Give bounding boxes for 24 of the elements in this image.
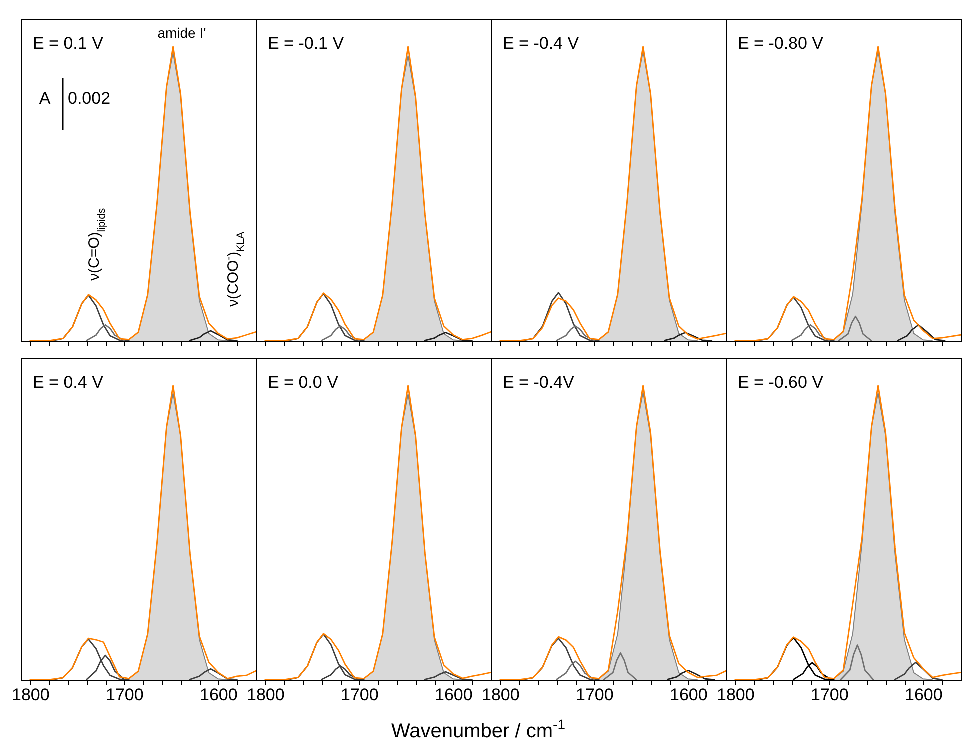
x-tick-label: 1600 [670, 686, 708, 704]
chart-title: E = 0.4 V [33, 373, 104, 392]
x-axis-title: Wavenumber / cm$^{-1}$ [392, 716, 566, 742]
x-tick-label: 1800 [246, 686, 285, 704]
x-tick-label: 1700 [106, 686, 144, 704]
text: amide I' [158, 25, 206, 41]
x-tick-label: 1700 [810, 686, 849, 704]
x-tick-label: 1700 [576, 686, 614, 704]
x-tick-label: 1800 [482, 686, 520, 704]
chart-title: E = -0.80 V [738, 34, 824, 53]
x-tick-label: 1600 [200, 686, 238, 704]
chart-title: E = -0.4V [503, 373, 576, 392]
x-tick-label: 1700 [340, 686, 379, 704]
annotation: 0.002 [68, 89, 111, 108]
x-tick-label: 1800 [12, 686, 50, 704]
chart-title: E = 0.0 V [268, 373, 340, 392]
x-tick-label: 1600 [434, 686, 473, 704]
chart-title: E = 0.1 V [33, 34, 104, 53]
x-tick-label: 1600 [904, 686, 943, 704]
x-tick-label: 1800 [716, 686, 755, 704]
chart-title: E = -0.1 V [268, 34, 345, 53]
chart-title: E = -0.4 V [503, 34, 580, 53]
chart-title: E = -0.60 V [738, 373, 824, 392]
annotation: A [39, 89, 52, 108]
